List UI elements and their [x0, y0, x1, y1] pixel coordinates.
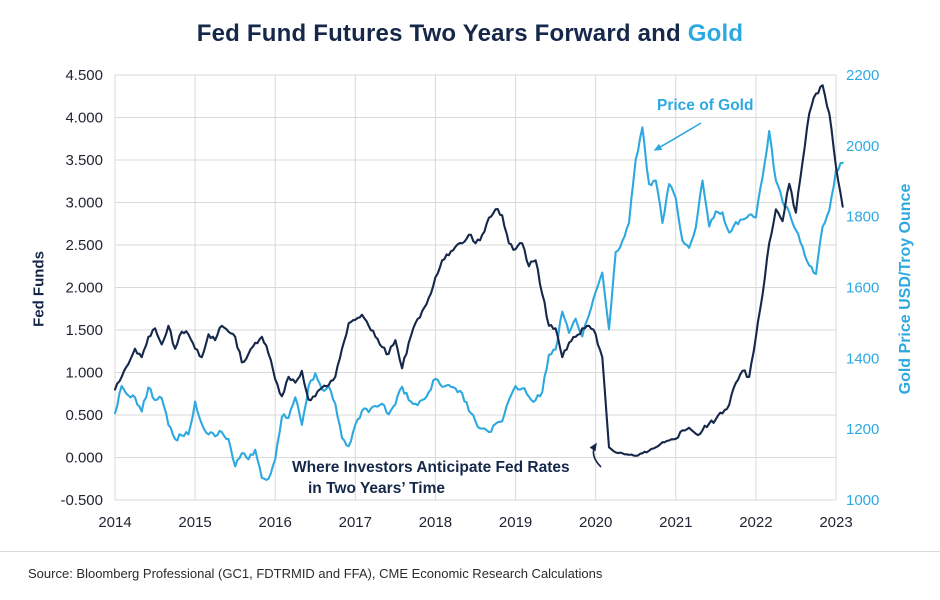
svg-text:2022: 2022 [739, 514, 772, 531]
gridlines [114, 74, 837, 501]
svg-text:1000: 1000 [846, 492, 879, 509]
svg-text:1200: 1200 [846, 421, 879, 438]
svg-text:1.500: 1.500 [65, 322, 103, 339]
svg-text:1400: 1400 [846, 350, 879, 367]
x-tick-labels: 2014 2015 2016 2017 2018 2019 2020 2021 2022 2023 [98, 514, 852, 531]
annotation-fed-line1: Where Investors Anticipate Fed Rates [292, 459, 570, 476]
svg-text:2023: 2023 [819, 514, 852, 531]
right-axis-title: Gold Price USD/Troy Ounce [897, 183, 914, 395]
svg-text:4.000: 4.000 [65, 110, 103, 127]
right-tick-labels: 2200 2000 1800 1600 1400 1200 1000 [846, 67, 879, 509]
svg-text:4.500: 4.500 [65, 67, 103, 84]
svg-text:2.000: 2.000 [65, 280, 103, 297]
svg-text:2021: 2021 [659, 514, 692, 531]
svg-text:2.500: 2.500 [65, 237, 103, 254]
svg-text:3.000: 3.000 [65, 195, 103, 212]
chart-title-accent: Gold [687, 20, 744, 47]
svg-text:0.000: 0.000 [65, 450, 103, 467]
gold-line [113, 126, 844, 481]
svg-text:1600: 1600 [846, 280, 879, 297]
annotation-price-of-gold: Price of Gold [657, 97, 754, 114]
svg-text:2016: 2016 [259, 514, 292, 531]
chart-title-main: Fed Fund Futures Two Years Forward and [196, 20, 681, 47]
svg-text:2014: 2014 [98, 514, 131, 531]
svg-text:-0.500: -0.500 [60, 492, 103, 509]
svg-text:2015: 2015 [178, 514, 211, 531]
left-axis-title: Fed Funds [30, 251, 48, 327]
annotation-fed-line2: in Two Years’ Time [308, 480, 445, 497]
svg-text:3.500: 3.500 [65, 152, 103, 169]
fed-annotation-arrow [589, 442, 602, 468]
svg-text:2018: 2018 [419, 514, 452, 531]
svg-text:2020: 2020 [579, 514, 612, 531]
fed-funds-line [113, 84, 844, 457]
footer-divider: Source: Bloomberg Professional (GC1, FDT… [0, 551, 940, 581]
chart-title: Fed Fund Futures Two Years Forward and G… [0, 20, 940, 48]
source-note: Source: Bloomberg Professional (GC1, FDT… [28, 566, 603, 581]
gold-annotation-arrow [653, 122, 702, 151]
left-tick-labels: 4.500 4.000 3.500 3.000 2.500 2.000 1.500 1.000… [60, 67, 103, 509]
svg-text:1.000: 1.000 [65, 365, 103, 382]
svg-text:2019: 2019 [499, 514, 532, 531]
annotation-fed-rates: Where Investors Anticipate Fed Rates in … [292, 457, 570, 499]
svg-text:1800: 1800 [846, 209, 879, 226]
svg-text:0.500: 0.500 [65, 407, 103, 424]
svg-text:2017: 2017 [339, 514, 372, 531]
svg-text:2000: 2000 [846, 138, 879, 155]
svg-text:2200: 2200 [846, 67, 879, 84]
